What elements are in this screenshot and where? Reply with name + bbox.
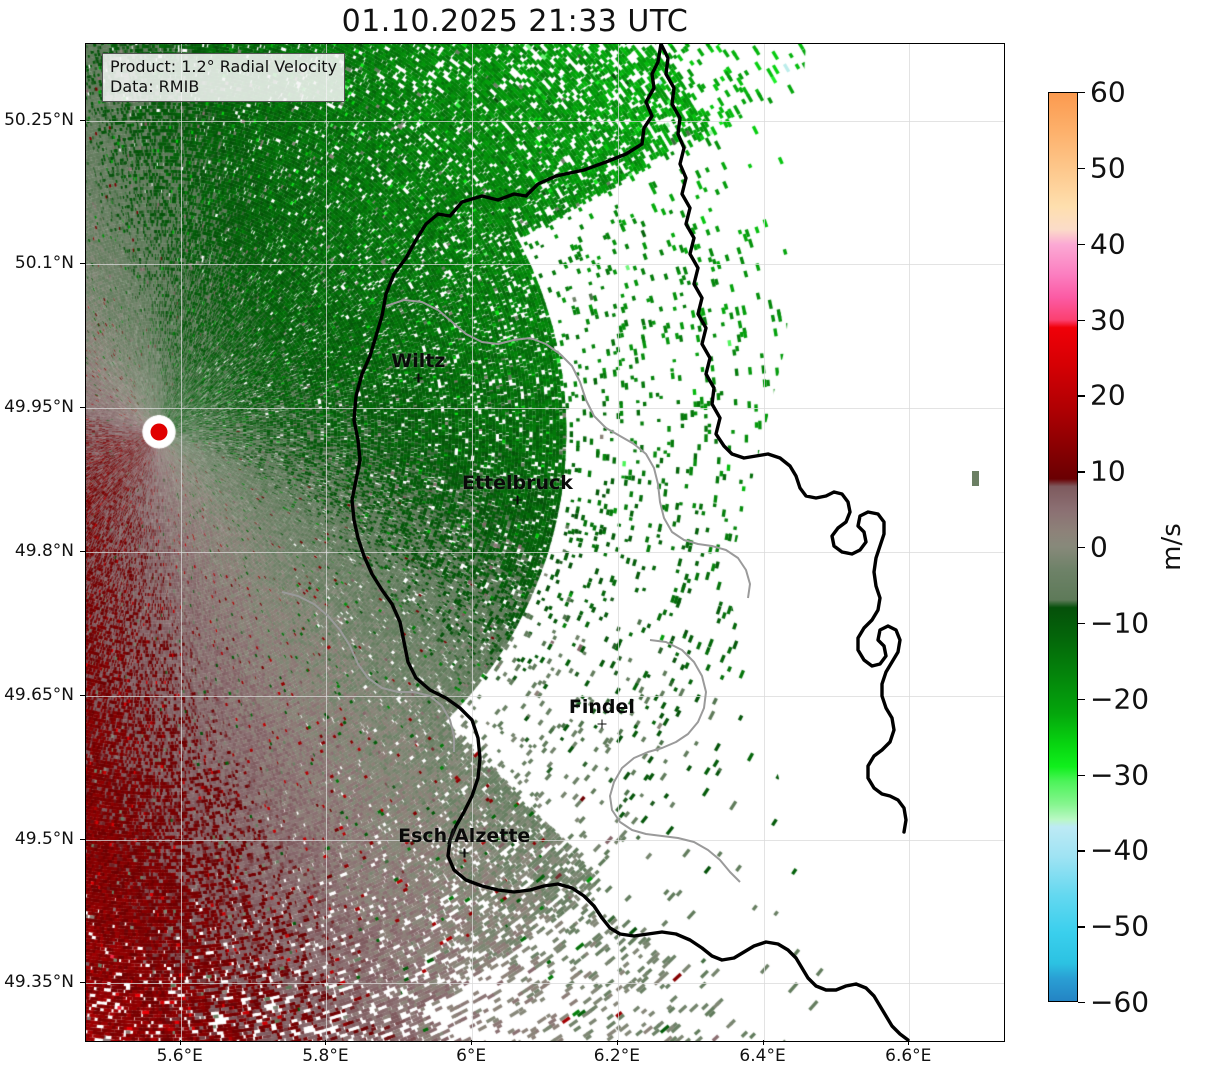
y-tick-label-4: 49.65°N: [4, 684, 74, 705]
gridline-vertical: [617, 44, 619, 1041]
gridline-vertical: [326, 44, 328, 1041]
y-tick-label-5: 49.5°N: [14, 828, 74, 849]
y-tick-mark: [80, 694, 85, 696]
gridline-horizontal: [86, 408, 1004, 410]
colorbar-tick: [1078, 850, 1085, 852]
city-marker-ettelbruck: [512, 495, 522, 505]
colorbar-tick: [1078, 395, 1085, 397]
radar-echo-layer: [86, 44, 1004, 1041]
city-label-esch-alzette: Esch/Alzette: [398, 824, 531, 847]
gridline-vertical: [909, 44, 911, 1041]
y-tick-mark: [80, 982, 85, 984]
gridline-horizontal: [86, 264, 1004, 266]
y-tick-mark: [80, 119, 85, 121]
product-line: Product: 1.2° Radial Velocity: [110, 57, 338, 76]
colorbar-tick: [1078, 547, 1085, 549]
city-marker-esch-alzette: [459, 848, 469, 858]
colorbar-tick-label-6: 0: [1090, 530, 1108, 564]
y-tick-label-2: 49.95°N: [4, 397, 74, 418]
radar-site-marker: [150, 423, 168, 441]
city-marker-findel: [597, 719, 607, 729]
x-tick-label-5: 6.6°E: [885, 1046, 932, 1066]
data-source-line: Data: RMIB: [110, 76, 200, 96]
gridline-vertical: [180, 44, 182, 1041]
gridline-vertical: [763, 44, 765, 1041]
colorbar-tick: [1078, 92, 1085, 94]
colorbar-tick-label-2: 40: [1090, 227, 1126, 261]
y-tick-mark: [80, 263, 85, 265]
colorbar-tick: [1078, 243, 1085, 246]
product-info-box: Product: 1.2° Radial Velocity Data: RMIB: [102, 53, 346, 102]
page-title: 01.10.2025 21:33 UTC: [341, 4, 689, 39]
gridline-horizontal: [86, 120, 1004, 122]
colorbar-gradient: [1048, 92, 1078, 1002]
x-tick-mark: [471, 1040, 473, 1045]
colorbar-tick: [1078, 167, 1085, 170]
colorbar-tick: [1078, 471, 1085, 473]
colorbar-tick-label-5: 10: [1090, 454, 1126, 488]
colorbar-tick: [1078, 698, 1085, 701]
colorbar-tick: [1078, 319, 1085, 321]
x-tick-label-3: 6.2°E: [593, 1046, 640, 1066]
y-tick-label-6: 49.35°N: [4, 972, 74, 993]
colorbar-tick: [1078, 1002, 1085, 1004]
colorbar: [1048, 92, 1078, 1002]
city-label-findel: Findel: [568, 696, 635, 718]
colorbar-tick: [1078, 926, 1085, 928]
colorbar-tick-label-1: 50: [1090, 151, 1126, 185]
x-tick-mark: [616, 1040, 618, 1045]
x-tick-label-0: 5.6°E: [156, 1046, 203, 1066]
colorbar-tick-label-0: 60: [1090, 75, 1126, 109]
radar-image-clip: [86, 44, 1004, 1041]
y-tick-label-1: 50.1°N: [14, 253, 74, 274]
colorbar-unit-label: m/s: [1157, 523, 1187, 571]
gridline-horizontal: [86, 983, 1004, 985]
colorbar-tick: [1078, 622, 1085, 625]
colorbar-tick-label-4: 20: [1090, 378, 1126, 412]
colorbar-tick: [1078, 774, 1085, 776]
colorbar-tick-label-7: −10: [1090, 606, 1150, 640]
isolated-echo-pixel: [972, 471, 979, 486]
city-marker-wiltz: [413, 373, 423, 383]
x-tick-mark: [179, 1040, 181, 1045]
x-tick-label-2: 6°E: [456, 1046, 487, 1066]
gridline-horizontal: [86, 695, 1004, 697]
colorbar-tick-label-3: 30: [1090, 303, 1126, 336]
city-label-wiltz: Wiltz: [391, 350, 446, 373]
gridline-horizontal: [86, 839, 1004, 841]
y-tick-mark: [80, 838, 85, 840]
radar-plot: Wiltz Ettelbruck Findel Esch/Alzette Produc…: [85, 43, 1005, 1042]
colorbar-tick-label-9: −30: [1090, 758, 1150, 791]
x-tick-mark: [762, 1040, 764, 1045]
y-tick-label-3: 49.8°N: [14, 541, 74, 562]
x-tick-mark: [908, 1040, 910, 1045]
colorbar-tick-label-8: −20: [1090, 682, 1150, 716]
colorbar-tick-label-11: −50: [1090, 909, 1150, 943]
city-label-ettelbruck: Ettelbruck: [461, 471, 573, 494]
x-tick-mark: [325, 1040, 327, 1045]
colorbar-tick-label-10: −40: [1090, 833, 1150, 867]
x-tick-label-4: 6.4°E: [739, 1046, 786, 1066]
x-tick-label-1: 5.8°E: [302, 1046, 349, 1066]
y-tick-label-0: 50.25°N: [4, 109, 74, 130]
gridline-vertical: [472, 44, 474, 1041]
gridline-horizontal: [86, 552, 1004, 554]
y-tick-mark: [80, 551, 85, 553]
y-tick-mark: [80, 407, 85, 409]
colorbar-tick-label-12: −60: [1090, 985, 1150, 1019]
